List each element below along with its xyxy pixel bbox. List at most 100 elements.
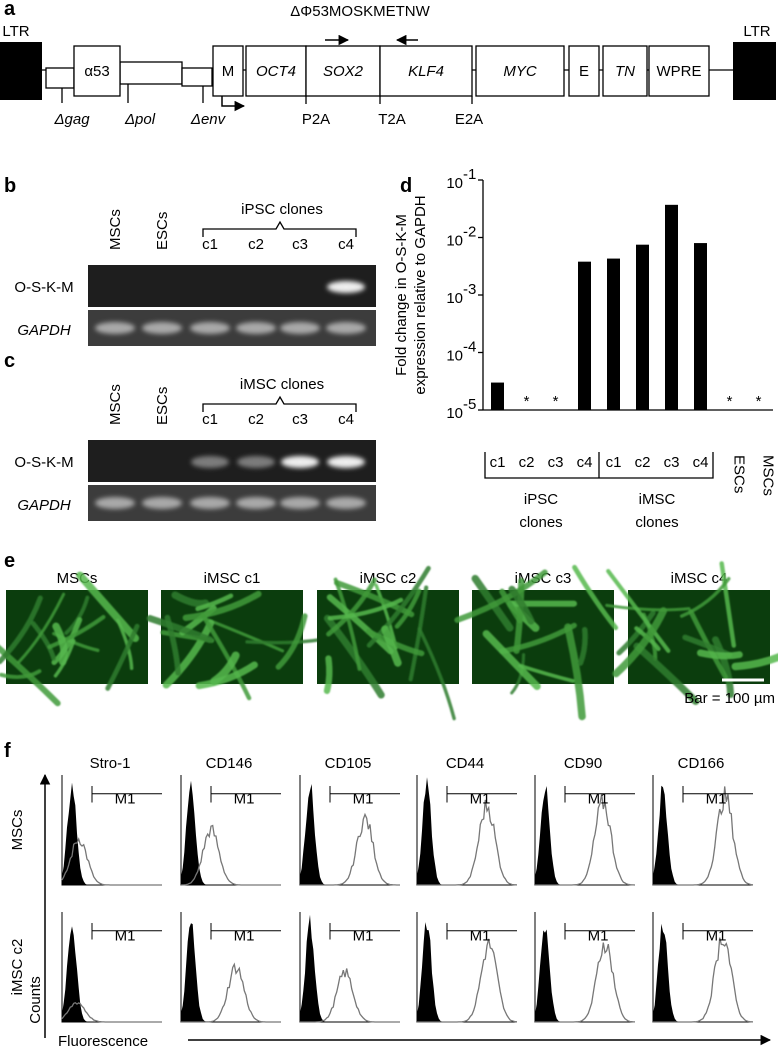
group-label: iPSC clones [241, 201, 323, 218]
value-label: * [727, 393, 733, 410]
scale-label: Bar = 100 µm [684, 690, 775, 707]
gate [91, 786, 162, 803]
value-label: * [553, 393, 559, 410]
cell [499, 622, 577, 654]
cell [326, 577, 377, 637]
marker-histogram [535, 942, 635, 1023]
marker-label: CD90 [564, 755, 602, 772]
gate-label: M1 [588, 791, 609, 808]
cell [195, 593, 234, 612]
pol-box [119, 61, 183, 85]
y-tick-exponent: -5 [463, 396, 476, 413]
gate [210, 786, 281, 803]
y-axis-label: Counts [27, 976, 44, 1024]
cell [365, 628, 425, 657]
row-label: iMSC c2 [9, 939, 26, 996]
marker-histogram [653, 786, 754, 886]
element-label: M [222, 63, 235, 80]
marker-histogram [535, 793, 636, 886]
ltr-box [733, 42, 776, 100]
marker-histogram [417, 938, 518, 1023]
promoter-arrow [221, 96, 246, 112]
cell [616, 610, 656, 656]
row-label: O-S-K-M [14, 279, 73, 296]
histogram: M1 [534, 775, 636, 886]
ltr-label: LTR [2, 23, 29, 40]
element-label: SOX2 [323, 63, 364, 80]
cell [510, 653, 526, 695]
gel-panel: MSCs ESCs c1 c2 c3 c4 iMSC clones O-S-K-M GAPDH [14, 376, 376, 521]
gel-band [237, 456, 275, 468]
cell [711, 636, 735, 699]
cell [76, 571, 140, 643]
linker-label: E2A [455, 111, 483, 128]
x-tick-label: c3 [548, 454, 564, 471]
histogram: M1 [61, 912, 162, 1023]
cell [0, 669, 42, 680]
gel-band [191, 456, 229, 468]
lane-label: ESCs [154, 212, 171, 250]
image-label: iMSC c2 [360, 570, 417, 587]
isotype-histogram [300, 914, 400, 1022]
cell [162, 619, 215, 689]
cell [164, 614, 181, 676]
x-tick-label: c4 [693, 454, 709, 471]
cell [605, 603, 691, 612]
lane-label: MSCs [107, 384, 124, 425]
cell [634, 626, 661, 652]
gel-band [327, 456, 365, 468]
group-label: iMSC [639, 491, 676, 508]
gate-label: M1 [353, 791, 374, 808]
gate [91, 923, 162, 940]
element-box [212, 45, 244, 97]
lane-label: c4 [338, 236, 354, 253]
y-tick-exponent: -1 [463, 166, 476, 183]
deletion-tick [61, 84, 204, 103]
histogram: M1 [534, 912, 635, 1023]
cell [612, 607, 668, 678]
gate-label: M1 [115, 791, 136, 808]
x-tick-label: c4 [577, 454, 593, 471]
group-label: clones [635, 514, 678, 531]
cells [323, 565, 456, 721]
histogram: M1 [299, 775, 400, 886]
y-tick-label: 10 [446, 290, 463, 307]
histogram: M1 [416, 775, 518, 886]
gel-band [236, 322, 276, 334]
bar [607, 258, 620, 410]
gate [446, 786, 517, 803]
cell [51, 617, 83, 666]
bar [694, 243, 707, 410]
row-label: GAPDH [17, 322, 71, 339]
marker-histogram [61, 837, 162, 886]
lane-label: c1 [202, 411, 218, 428]
gate [564, 786, 635, 803]
element-box [73, 45, 121, 97]
gel-band [190, 322, 230, 334]
gate [682, 923, 753, 940]
x-tick-label: c1 [490, 454, 506, 471]
x-axis-label: Fluorescence [58, 1033, 148, 1050]
element-box [602, 45, 648, 97]
cell [680, 576, 731, 618]
marker-histogram [300, 968, 400, 1023]
deletion-label: Δgag [53, 111, 90, 128]
linker-tick [305, 96, 473, 104]
panel-label: a [4, 0, 16, 20]
group-label: clones [519, 514, 562, 531]
gate [564, 923, 635, 940]
cell [275, 613, 308, 670]
bar [491, 382, 504, 410]
isotype-histogram [653, 785, 753, 885]
marker-histogram [181, 962, 281, 1023]
gate-label: M1 [470, 791, 491, 808]
deletion-label: Δenv [190, 111, 227, 128]
ltr-label: LTR [743, 23, 770, 40]
cell [171, 591, 210, 608]
marker-histogram [417, 799, 518, 886]
cell [572, 564, 619, 631]
group-bracket [202, 220, 357, 237]
image-label: iMSC c4 [671, 570, 728, 587]
isotype-histogram [181, 780, 281, 885]
cell [731, 653, 778, 671]
